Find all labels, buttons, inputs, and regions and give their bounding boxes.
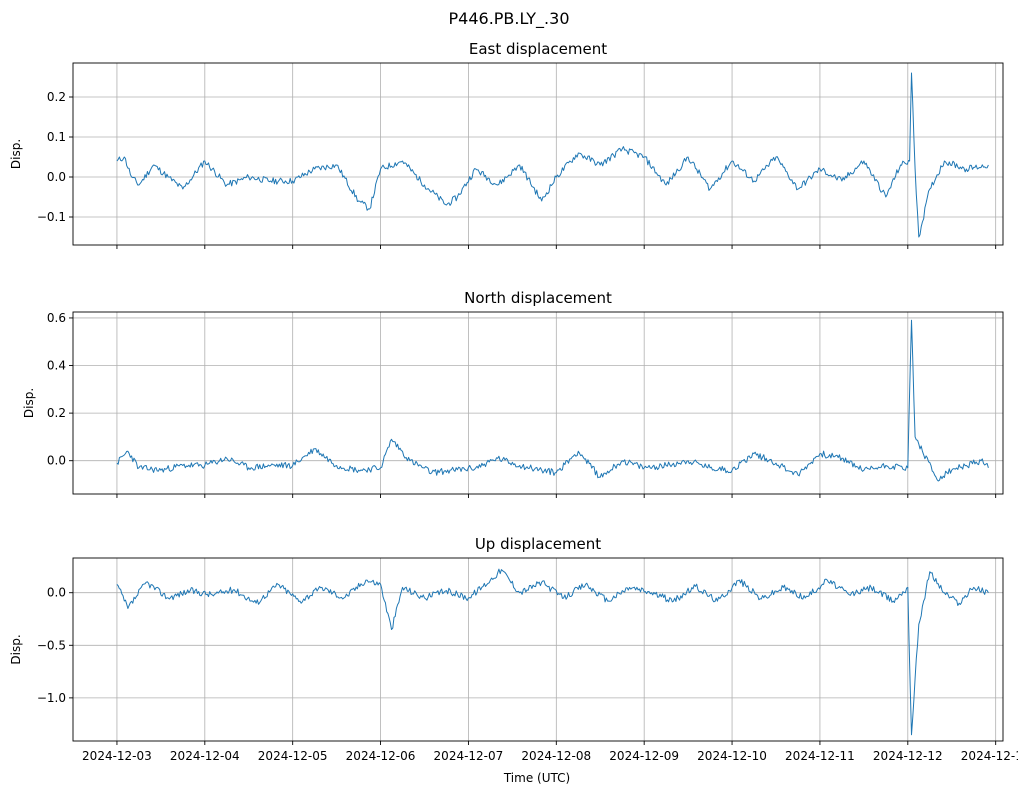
subplot-3: 2024-12-03 2024-12-04 2024-12-05 2024-12-06… — [9, 535, 1018, 763]
y-tick-label: −1.0 — [37, 691, 66, 705]
x-tick-label: 2024-12-08 — [521, 749, 591, 763]
series-line — [116, 319, 989, 482]
y-tick-label: 0.2 — [47, 90, 66, 104]
x-tick-label: 2024-12-10 — [697, 749, 767, 763]
y-axis-label: Disp. — [22, 388, 36, 418]
y-axis-label: Disp. — [9, 139, 23, 169]
subplot-1: 0.2 0.1 0.0 −0.1 East displacement Disp. — [9, 40, 1004, 249]
y-tick-label: −0.5 — [37, 638, 66, 652]
x-tick-label: 2024-12-12 — [873, 749, 943, 763]
y-tick-label: 0.2 — [47, 406, 66, 420]
x-tick-label: 2024-12-03 — [82, 749, 152, 763]
axes-frame — [72, 311, 1004, 495]
y-tick-label: 0.0 — [47, 586, 66, 600]
y-tick-label: −0.1 — [37, 210, 66, 224]
x-tick-label: 2024-12-09 — [609, 749, 679, 763]
x-tick-label: 2024-12-11 — [785, 749, 855, 763]
subplot-title: Up displacement — [475, 535, 601, 553]
subplot-title: North displacement — [464, 289, 612, 307]
x-tick-label: 2024-12-05 — [258, 749, 328, 763]
x-tick-label: 2024-12-06 — [346, 749, 416, 763]
series-line — [116, 72, 989, 238]
subplot-title: East displacement — [469, 40, 607, 58]
x-tick-label: 2024-12-13 — [961, 749, 1018, 763]
y-tick-label: 0.0 — [47, 170, 66, 184]
axes-frame — [72, 557, 1004, 742]
figure-title: P446.PB.LY_.30 — [449, 9, 570, 29]
y-axis-label: Disp. — [9, 634, 23, 664]
series-line — [116, 568, 989, 736]
y-tick-label: 0.1 — [47, 130, 66, 144]
x-tick-label: 2024-12-07 — [434, 749, 504, 763]
y-tick-label: 0.4 — [47, 359, 66, 373]
subplot-2: 0.6 0.4 0.2 0.0 North displacement Disp. — [22, 289, 1004, 498]
y-tick-label: 0.0 — [47, 454, 66, 468]
x-tick-label: 2024-12-04 — [170, 749, 240, 763]
x-axis-label: Time (UTC) — [503, 771, 570, 785]
y-tick-label: 0.6 — [47, 311, 66, 325]
axes-frame — [72, 62, 1004, 246]
